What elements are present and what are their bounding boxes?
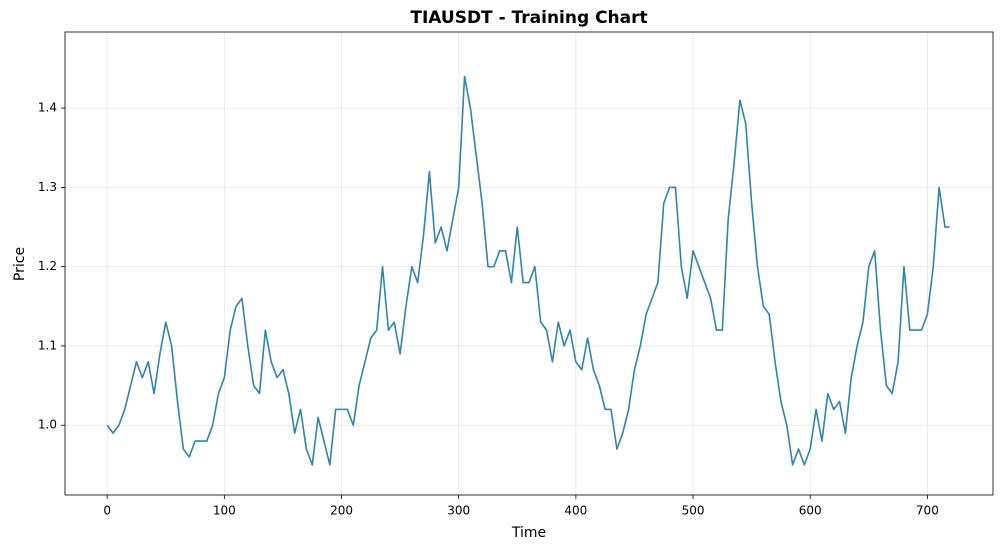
y-tick-label: 1.4 xyxy=(38,101,57,115)
price-line xyxy=(106,75,950,466)
x-tick-label: 700 xyxy=(916,504,939,518)
chart-title: TIAUSDT - Training Chart xyxy=(410,8,647,28)
y-tick-label: 1.3 xyxy=(38,180,57,194)
x-tick-label: 600 xyxy=(799,504,822,518)
x-tick-label: 100 xyxy=(213,504,236,518)
x-tick-label: 500 xyxy=(682,504,705,518)
x-axis-label: Time xyxy=(511,525,546,541)
x-tick-label: 200 xyxy=(330,504,353,518)
plot-frame xyxy=(64,31,994,496)
x-tick-label: 300 xyxy=(447,504,470,518)
y-tick-label: 1.0 xyxy=(38,418,57,432)
y-tick-label: 1.2 xyxy=(38,259,57,273)
y-axis-label: Price xyxy=(12,247,28,281)
x-tick-label: 400 xyxy=(564,504,587,518)
y-tick-label: 1.1 xyxy=(38,338,57,352)
x-tick-label: 0 xyxy=(103,504,111,518)
